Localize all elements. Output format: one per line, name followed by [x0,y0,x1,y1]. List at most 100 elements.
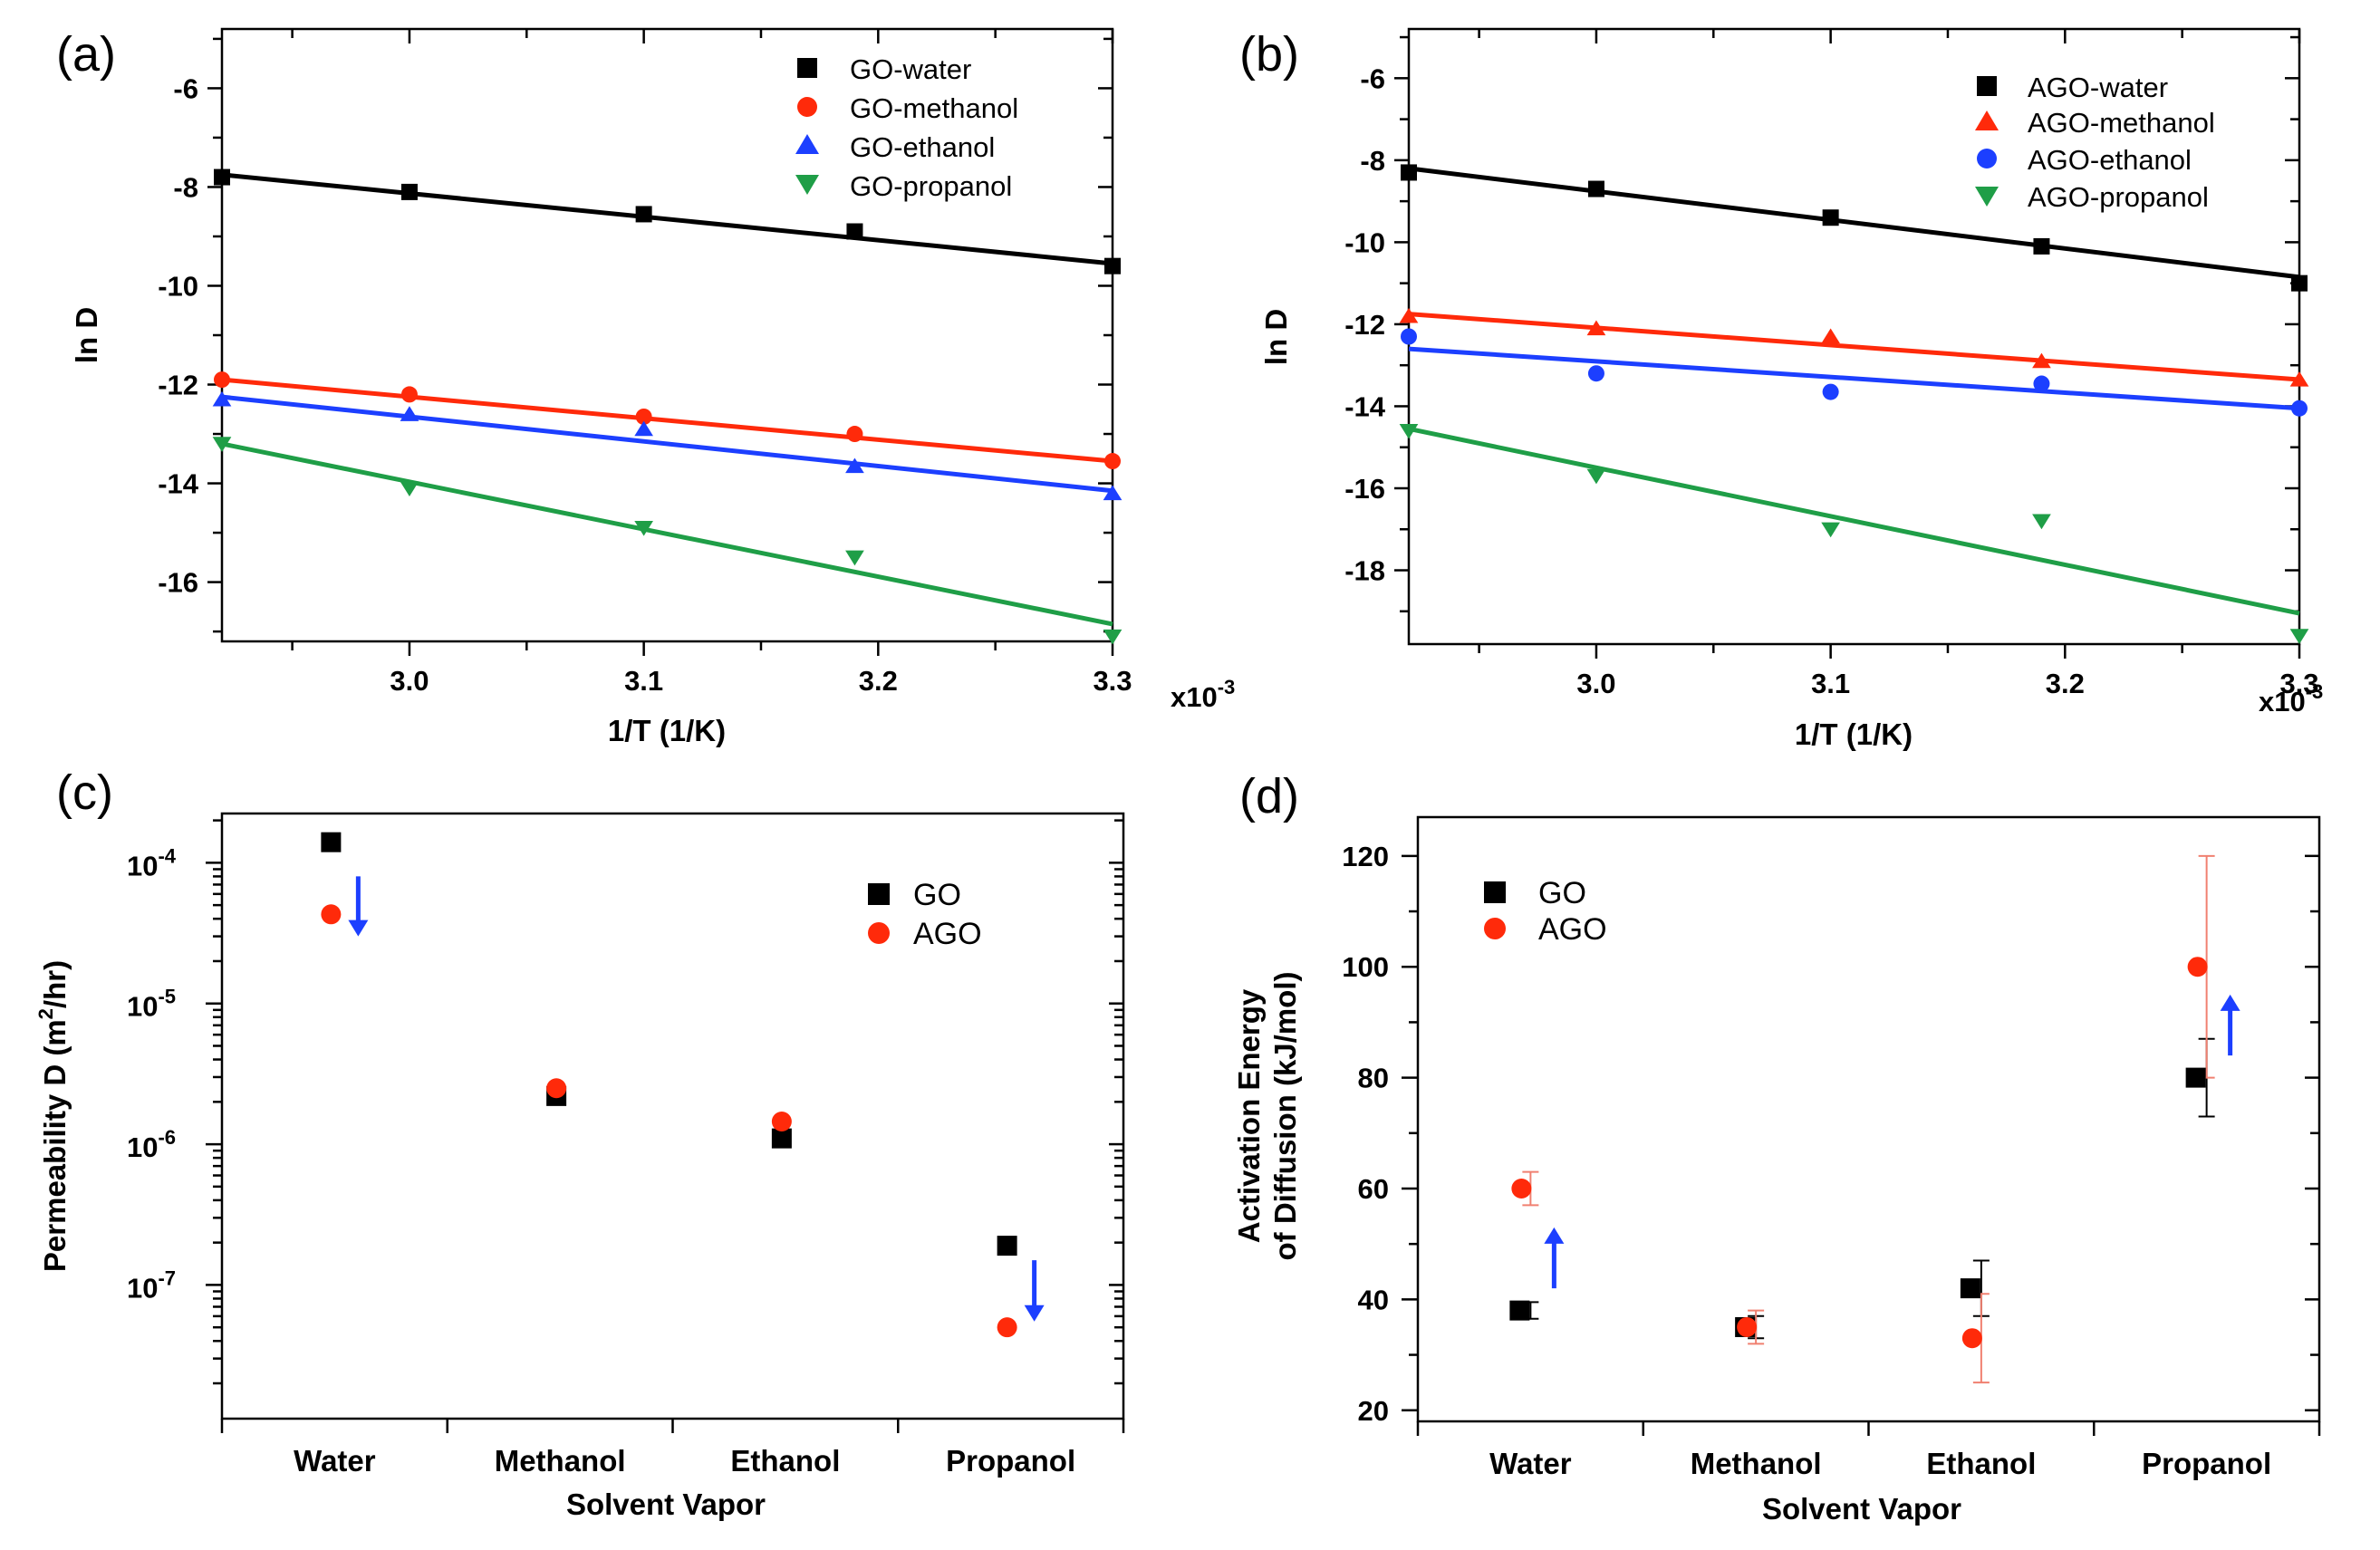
x-tick-label: 3.1 [624,665,663,697]
y-tick-label: 60 [1358,1173,1389,1205]
fit-line-go-ethanol [221,394,1113,494]
y-tick-label: -6 [1360,63,1385,94]
legend-label-go-water: GO-water [850,53,971,85]
y-tick-label: -6 [173,72,198,104]
y-tick-label: 80 [1358,1063,1389,1094]
point-go-water [846,223,863,240]
panel-d-label: (d) [1239,769,1299,823]
point-ago-water [2291,274,2308,292]
y-tick-label: -10 [158,270,198,302]
category-label-propanol: Propanol [946,1444,1075,1478]
arrow-water [348,876,369,937]
point-go-methanol [1104,453,1121,470]
point-go-propanol [634,520,653,536]
category-label-ethanol: Ethanol [730,1444,840,1478]
point-ago-ethanol [1822,383,1839,400]
legend-label-go-methanol: GO-methanol [850,92,1018,124]
point-go-ethanol [1103,485,1123,501]
legend-marker-ago-water [1977,76,1997,96]
y-tick-label: -8 [173,171,198,203]
y-tick-label: 10-4 [127,844,177,881]
panel-b-label: (b) [1239,27,1299,82]
point-ago-ethanol [1961,1328,1982,1349]
panel-a-x-scale: x10-3 [1171,676,1235,713]
arrow-propanol [1024,1260,1045,1322]
y-tick-label: -18 [1344,555,1385,587]
category-label-propanol: Propanol [2142,1447,2271,1480]
y-tick-label: -12 [158,370,198,401]
panel-a-legend: GO-water GO-methanol GO-ethanol GO-propa… [795,53,1018,202]
fit-line-ago-water [1408,166,2300,280]
panel-d-ylabel-line2: of Diffusion (kJ/mol) [1268,972,1302,1261]
point-ago-ethanol [1587,365,1604,382]
legend-marker-ago-propanol [1975,187,1999,207]
point-go-propanol [845,550,864,566]
legend-marker-ago-ethanol [1977,149,1997,168]
panel-c-legend: GO AGO [868,878,982,951]
x-tick-label: 3.0 [390,665,429,697]
panel-b: (b) 3.0 3.1 3.2 3.3 -6 -8 -10 -12 -14 -16 -18 ln D… [1239,27,2323,751]
arrow-water [1544,1227,1565,1289]
fit-line-ago-ethanol [1408,346,2300,411]
point-ago-methanol [1399,307,1419,323]
x-tick-label: 3.3 [1093,665,1132,697]
x-tick-label: 3.1 [1811,668,1850,699]
category-label-water: Water [294,1444,376,1478]
point-ago-water [2033,237,2050,255]
y-tick-label: 100 [1342,951,1389,983]
legend-marker-go [868,883,890,905]
y-tick-label: 40 [1358,1284,1389,1315]
point-go-propanol [400,481,419,496]
category-label-methanol: Methanol [495,1444,626,1478]
y-tick-label: -8 [1360,145,1385,177]
x-tick-label: 3.2 [859,665,898,697]
arrow-water-head [1544,1227,1565,1244]
point-go-ethanol [634,420,653,437]
point-go-methanol [214,371,230,389]
y-tick-label: 120 [1342,841,1389,872]
legend-marker-ago [868,922,890,944]
point-ago-methanol [2032,352,2051,369]
point-go-water [214,168,230,186]
point-go-ethanol [1960,1278,1980,1299]
legend-marker-ago-methanol [1975,111,1999,130]
point-go-water [1509,1300,1530,1321]
point-ago-propanol [1821,522,1840,538]
point-ago-water [1511,1178,1532,1199]
point-ago-water [1401,164,1417,181]
y-tick-label: 10-6 [127,1126,176,1163]
x-tick-label: 3.0 [1576,668,1615,699]
panel-b-xlabel: 1/T (1/K) [1795,717,1913,751]
point-ago-propanol [1586,468,1606,485]
y-tick-label: 10-5 [127,986,176,1023]
legend-marker-go-water [797,58,817,78]
arrow-propanol-head [2220,994,2240,1011]
point-go-methanol [635,408,652,425]
point-go-methanol [846,426,863,443]
point-ago-water [1822,209,1839,226]
arrow-propanol-head [1024,1305,1045,1322]
panel-c-xlabel: Solvent Vapor [566,1487,766,1521]
point-ago-ethanol [2291,400,2308,417]
point-ago-propanol [1399,423,1419,439]
point-ago-propanol [2032,514,2051,530]
panel-d: (d) Water Methanol Ethanol Propanol 20 40 60 80… [1232,769,2321,1526]
point-ago-propanol [2289,629,2309,644]
point-ago-methanol [1737,1316,1758,1337]
point-go-propanol [212,437,232,452]
legend-label-ago-methanol: AGO-methanol [2028,107,2215,139]
x-tick-label: 3.3 [2279,668,2318,699]
category-label-methanol: Methanol [1691,1447,1822,1480]
panel-b-legend: AGO-water AGO-methanol AGO-ethanol AGO-p… [1975,72,2215,213]
point-ago-ethanol [771,1112,792,1132]
point-go-ethanol [845,457,864,474]
legend-marker-go [1484,881,1506,903]
legend-label-go: GO [913,878,961,912]
arrow-propanol [2220,994,2240,1056]
point-go-methanol [400,386,418,403]
panel-d-legend: GO AGO [1484,876,1607,947]
legend-marker-go-propanol [795,175,819,195]
y-tick-label: -14 [1344,390,1386,422]
point-go-water [635,206,652,223]
